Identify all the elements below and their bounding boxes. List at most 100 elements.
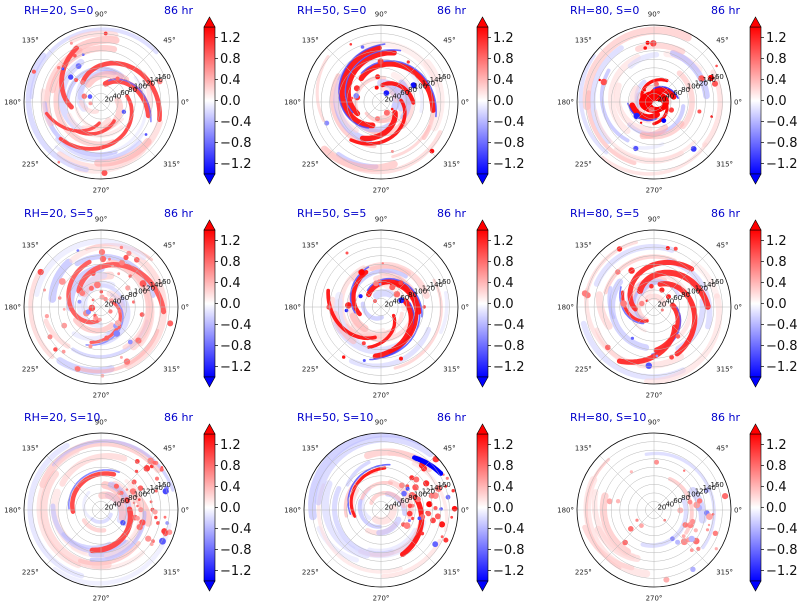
field-band (391, 124, 431, 159)
angular-tick-label: 0° (181, 507, 189, 515)
convective-cell (411, 516, 415, 521)
panel-title: RH=50, S=10 (297, 411, 373, 424)
radial-tick-label: 20 (104, 504, 113, 512)
rain-band (89, 506, 134, 554)
convective-cell (149, 500, 153, 504)
convective-cell (693, 528, 698, 533)
convective-cell (616, 246, 623, 252)
convective-cell (712, 530, 719, 536)
convective-cell (635, 518, 639, 522)
radial-tick-label: 140 (150, 484, 163, 492)
convective-cell (645, 40, 650, 45)
convective-cell (663, 518, 666, 522)
radial-tick-label: 80 (128, 291, 137, 299)
field-band (637, 285, 656, 308)
convective-cell (673, 246, 678, 251)
radial-tick-label: 140 (150, 76, 163, 84)
convective-cell (79, 290, 86, 296)
panel-time: 86 hr (164, 4, 193, 17)
colorbar-extend-max (476, 423, 489, 435)
angular-tick-label: 0° (734, 304, 742, 312)
field-band (582, 26, 692, 111)
convective-cell (390, 150, 394, 153)
field-band (321, 480, 371, 559)
field-band (49, 45, 118, 94)
angular-tick-label: 0° (461, 99, 469, 107)
convective-cell (412, 484, 419, 491)
convective-cell (633, 145, 639, 152)
negative-band (627, 102, 658, 122)
convective-cell (698, 75, 705, 82)
convective-cell (401, 490, 407, 497)
colorbar-tick-label: −0.4 (220, 522, 252, 537)
colorbar-tick-label: 1.2 (220, 234, 241, 249)
convective-cell (68, 74, 74, 80)
colorbar-tick-label: −0.8 (766, 339, 798, 354)
convective-cell (135, 337, 142, 344)
field-band (39, 470, 112, 570)
angular-tick-label: 90° (648, 419, 660, 427)
convective-cell (138, 498, 141, 501)
field-band (349, 312, 369, 333)
radial-tick-label: 160 (711, 278, 724, 286)
convective-cell (417, 516, 422, 521)
convective-cell (88, 285, 94, 291)
field-band (634, 79, 647, 109)
radial-tick-label: 140 (703, 484, 716, 492)
field-band (78, 99, 100, 114)
convective-cell (114, 320, 121, 327)
angular-tick-label: 0° (461, 304, 469, 312)
angular-tick-label: 315° (716, 161, 733, 169)
convective-cell (665, 246, 670, 251)
angular-tick-label: 45° (443, 36, 455, 44)
convective-cell (600, 78, 608, 86)
colorbar-extend-min (203, 580, 216, 592)
colorbar-extend-min (749, 173, 762, 185)
convective-cell (152, 460, 157, 465)
convective-cell (360, 45, 365, 49)
radial-tick-label: 40 (112, 501, 121, 509)
colorbar-tick-label: 0.0 (766, 297, 787, 312)
convective-cell (438, 521, 446, 528)
field-band (376, 516, 402, 536)
convective-cell (345, 251, 349, 255)
convective-cell (445, 476, 449, 480)
rain-band (367, 313, 397, 349)
convective-cell (696, 498, 703, 504)
panel-time: 86 hr (164, 207, 193, 220)
convective-cell (123, 358, 131, 365)
angular-tick-label: 0° (181, 99, 189, 107)
convective-cell (425, 510, 432, 517)
radial-tick-label: 40 (392, 93, 401, 101)
convective-cell (101, 170, 108, 176)
radial-tick-label: 80 (408, 86, 417, 94)
convective-cell (108, 257, 111, 261)
radial-tick-label: 20 (657, 96, 666, 104)
panel-title: RH=20, S=5 (24, 207, 93, 220)
radial-tick-label: 160 (158, 481, 171, 489)
convective-cell (152, 509, 158, 515)
convective-cell (156, 521, 160, 525)
radial-tick-label: 120 (142, 79, 155, 87)
radial-tick-label: 60 (673, 294, 682, 302)
panel-title: RH=20, S=10 (24, 411, 100, 424)
colorbar-tick-label: 0.4 (766, 73, 787, 88)
grid-spoke (653, 47, 709, 103)
colorbar-extend-min (476, 173, 489, 185)
angular-tick-label: 315° (443, 366, 460, 374)
angular-tick-label: 315° (163, 161, 180, 169)
angular-tick-label: 135° (575, 36, 592, 44)
colorbar-tick-label: −0.8 (493, 136, 525, 151)
convective-cell (650, 40, 657, 47)
convective-cell (149, 464, 154, 469)
convective-cell (377, 58, 384, 65)
field-band (644, 293, 667, 308)
rain-band (351, 270, 369, 317)
radial-tick-label: 160 (158, 73, 171, 81)
colorbar-extend-min (749, 580, 762, 592)
convective-cell (138, 507, 144, 513)
convective-cell (61, 67, 65, 71)
convective-cell (605, 344, 611, 351)
colorbar-tick-label: 0.8 (766, 459, 787, 474)
